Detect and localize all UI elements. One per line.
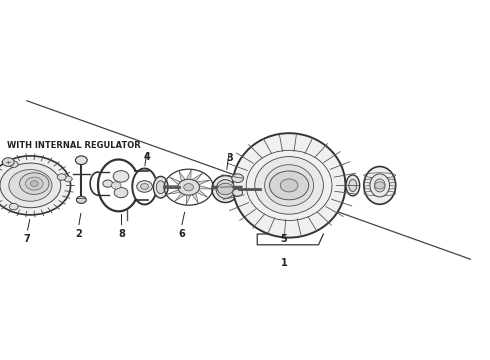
Text: 6: 6 — [178, 229, 185, 239]
Ellipse shape — [265, 165, 314, 206]
Circle shape — [137, 181, 152, 192]
Circle shape — [0, 156, 71, 215]
Ellipse shape — [153, 176, 168, 198]
Ellipse shape — [374, 179, 385, 192]
Circle shape — [178, 179, 199, 195]
Text: WITH INTERNAL REGULATOR: WITH INTERNAL REGULATOR — [7, 141, 141, 150]
Ellipse shape — [233, 133, 345, 238]
Circle shape — [232, 174, 244, 183]
Circle shape — [9, 170, 52, 201]
Circle shape — [0, 163, 61, 208]
Circle shape — [375, 182, 385, 189]
Polygon shape — [175, 193, 185, 201]
Ellipse shape — [216, 180, 235, 198]
Circle shape — [20, 173, 49, 194]
Ellipse shape — [156, 181, 165, 194]
Polygon shape — [167, 190, 181, 194]
Circle shape — [218, 183, 233, 195]
Circle shape — [25, 177, 43, 190]
Circle shape — [280, 179, 298, 192]
Polygon shape — [179, 171, 185, 181]
Polygon shape — [196, 190, 208, 197]
Polygon shape — [196, 180, 210, 185]
Polygon shape — [186, 170, 191, 179]
Circle shape — [114, 188, 128, 198]
Text: 1: 1 — [281, 258, 288, 268]
Polygon shape — [199, 185, 212, 189]
Circle shape — [141, 184, 148, 189]
Polygon shape — [186, 195, 191, 204]
Ellipse shape — [349, 179, 357, 192]
Ellipse shape — [255, 157, 323, 214]
Circle shape — [75, 156, 87, 165]
Circle shape — [64, 176, 72, 182]
Ellipse shape — [212, 175, 239, 202]
Circle shape — [103, 180, 113, 187]
Polygon shape — [192, 173, 202, 181]
Polygon shape — [170, 177, 181, 185]
Circle shape — [9, 161, 18, 167]
Circle shape — [233, 189, 243, 196]
Circle shape — [111, 182, 121, 189]
Circle shape — [57, 174, 66, 180]
Text: 2: 2 — [75, 229, 82, 239]
Circle shape — [2, 158, 14, 166]
Circle shape — [270, 171, 309, 200]
Ellipse shape — [370, 174, 390, 197]
Circle shape — [76, 196, 86, 203]
Circle shape — [113, 171, 129, 182]
Text: 7: 7 — [24, 234, 30, 244]
Circle shape — [184, 184, 194, 191]
Text: 5: 5 — [280, 234, 287, 244]
Polygon shape — [192, 193, 198, 203]
Ellipse shape — [364, 166, 396, 204]
Text: 4: 4 — [144, 152, 150, 162]
Text: 3: 3 — [226, 153, 233, 163]
Circle shape — [30, 181, 38, 186]
Circle shape — [9, 203, 18, 210]
Text: 8: 8 — [118, 229, 125, 239]
Ellipse shape — [346, 175, 360, 196]
Polygon shape — [165, 185, 178, 189]
